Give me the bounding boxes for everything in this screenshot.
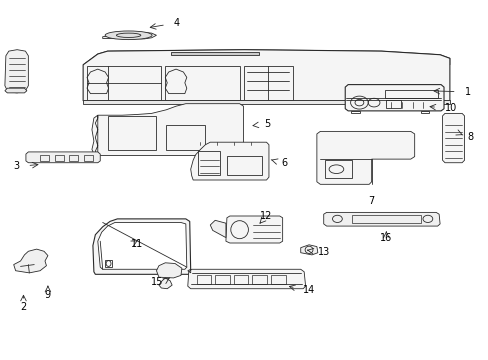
Polygon shape xyxy=(98,222,186,269)
Text: 3: 3 xyxy=(13,161,20,171)
Polygon shape xyxy=(83,50,449,65)
Text: 11: 11 xyxy=(131,239,143,249)
Text: 6: 6 xyxy=(281,158,287,168)
Bar xyxy=(40,155,49,161)
Bar xyxy=(420,111,428,113)
Bar xyxy=(252,275,266,284)
Polygon shape xyxy=(323,212,439,226)
Bar xyxy=(105,260,112,267)
Bar xyxy=(196,275,211,284)
Text: 4: 4 xyxy=(173,18,180,28)
Polygon shape xyxy=(159,278,172,289)
Polygon shape xyxy=(26,152,100,163)
Polygon shape xyxy=(156,263,182,278)
Text: 7: 7 xyxy=(368,196,374,206)
Bar xyxy=(171,52,259,55)
Polygon shape xyxy=(187,269,305,289)
Ellipse shape xyxy=(105,31,152,40)
Polygon shape xyxy=(190,142,268,180)
Polygon shape xyxy=(14,249,48,273)
Bar xyxy=(107,116,156,150)
Polygon shape xyxy=(210,220,225,238)
Bar xyxy=(55,155,63,161)
Bar xyxy=(84,155,93,161)
Bar xyxy=(233,275,248,284)
Polygon shape xyxy=(83,50,449,101)
Text: 5: 5 xyxy=(264,119,270,129)
Text: 16: 16 xyxy=(379,233,392,243)
Bar xyxy=(215,275,229,284)
Bar xyxy=(386,100,400,108)
Polygon shape xyxy=(316,131,414,184)
Bar xyxy=(270,275,285,284)
Text: 15: 15 xyxy=(151,276,163,287)
Polygon shape xyxy=(345,85,443,111)
Text: 13: 13 xyxy=(317,247,329,257)
Polygon shape xyxy=(83,100,449,104)
Bar xyxy=(385,90,437,98)
Text: 8: 8 xyxy=(466,132,472,142)
Polygon shape xyxy=(442,113,464,163)
Text: 2: 2 xyxy=(20,302,26,312)
Bar xyxy=(198,151,220,175)
Polygon shape xyxy=(5,50,28,93)
Polygon shape xyxy=(225,216,282,243)
Bar xyxy=(351,215,420,223)
Text: 12: 12 xyxy=(260,211,272,221)
Polygon shape xyxy=(92,104,243,156)
Text: 9: 9 xyxy=(45,290,51,300)
Bar xyxy=(227,156,261,175)
Bar xyxy=(69,155,78,161)
Polygon shape xyxy=(5,88,27,93)
Text: 14: 14 xyxy=(303,285,315,295)
Bar xyxy=(166,125,205,150)
Text: 1: 1 xyxy=(464,87,470,97)
Bar xyxy=(325,160,351,178)
Polygon shape xyxy=(300,245,317,255)
Bar xyxy=(350,111,359,113)
Text: 10: 10 xyxy=(444,103,456,113)
Polygon shape xyxy=(102,32,156,39)
Polygon shape xyxy=(93,219,190,274)
